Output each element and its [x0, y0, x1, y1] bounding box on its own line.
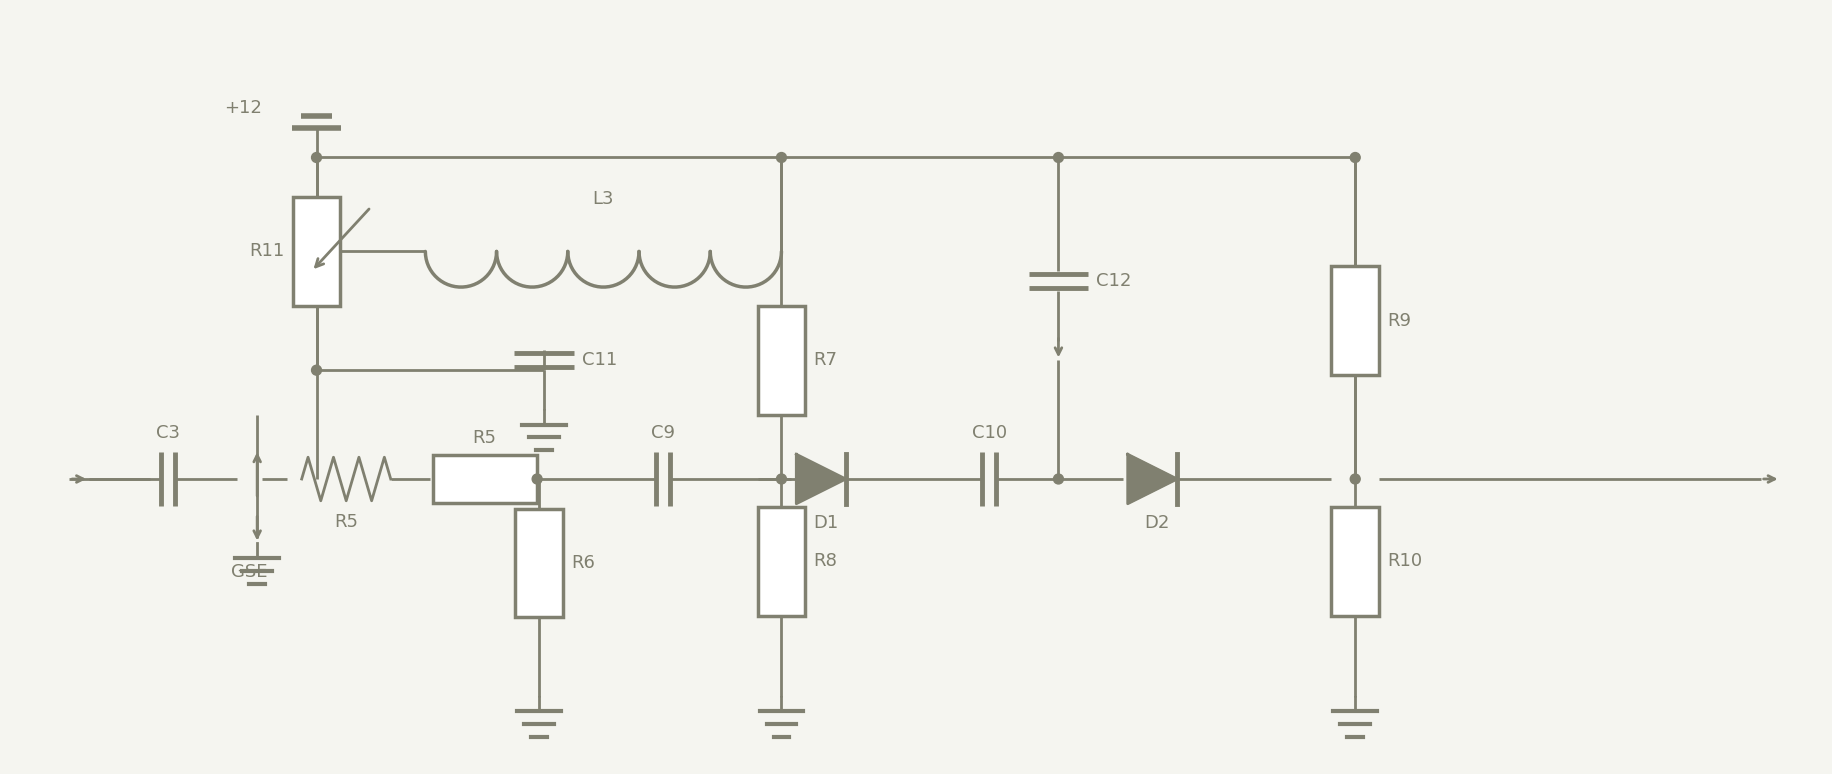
- Text: R5: R5: [473, 430, 496, 447]
- Text: GSE: GSE: [231, 563, 267, 581]
- Circle shape: [1350, 474, 1359, 484]
- Text: R8: R8: [813, 552, 837, 570]
- Circle shape: [311, 152, 321, 163]
- Text: R10: R10: [1387, 552, 1422, 570]
- FancyBboxPatch shape: [293, 197, 341, 306]
- Circle shape: [777, 474, 786, 484]
- Text: C3: C3: [156, 424, 180, 442]
- Text: D1: D1: [813, 514, 839, 532]
- FancyBboxPatch shape: [1332, 266, 1379, 375]
- Text: C10: C10: [971, 424, 1008, 442]
- Text: R11: R11: [249, 242, 284, 261]
- FancyBboxPatch shape: [515, 509, 562, 618]
- Text: D2: D2: [1145, 514, 1171, 532]
- Circle shape: [1053, 152, 1063, 163]
- Circle shape: [777, 152, 786, 163]
- Circle shape: [311, 365, 321, 375]
- Text: C12: C12: [1096, 272, 1132, 290]
- Circle shape: [531, 474, 542, 484]
- Text: R5: R5: [333, 512, 359, 531]
- Text: R9: R9: [1387, 312, 1411, 330]
- Polygon shape: [1129, 454, 1178, 504]
- Circle shape: [1350, 152, 1359, 163]
- Text: L3: L3: [594, 190, 614, 208]
- FancyBboxPatch shape: [758, 306, 806, 415]
- Text: +12: +12: [224, 99, 262, 117]
- Text: C9: C9: [650, 424, 674, 442]
- FancyBboxPatch shape: [432, 455, 537, 503]
- Text: C11: C11: [581, 351, 617, 369]
- Text: R7: R7: [813, 351, 837, 369]
- Polygon shape: [797, 454, 846, 504]
- Text: R6: R6: [572, 554, 595, 572]
- Circle shape: [1053, 474, 1063, 484]
- FancyBboxPatch shape: [1332, 507, 1379, 615]
- FancyBboxPatch shape: [758, 507, 806, 615]
